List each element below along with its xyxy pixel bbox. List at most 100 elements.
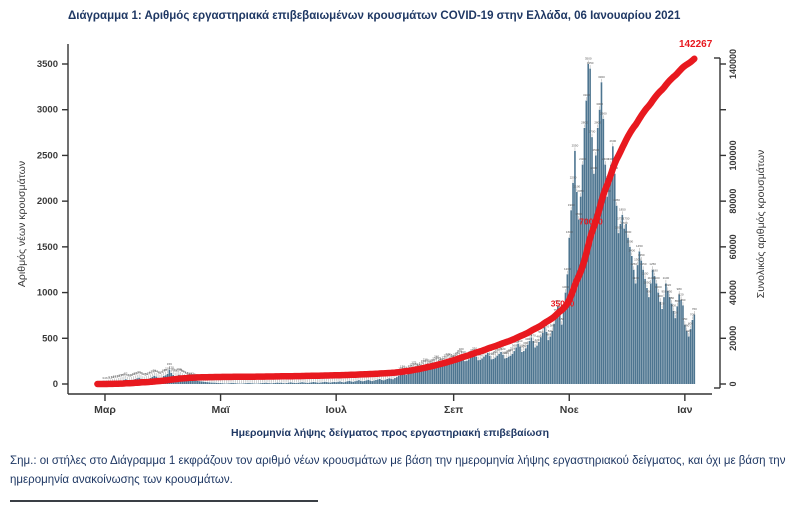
svg-text:2200: 2200 — [570, 175, 577, 179]
svg-text:85: 85 — [173, 369, 177, 373]
svg-text:80: 80 — [181, 369, 185, 373]
svg-text:720: 720 — [673, 311, 678, 315]
svg-text:Ιουλ: Ιουλ — [326, 404, 347, 416]
svg-text:156: 156 — [167, 362, 172, 366]
svg-text:520: 520 — [686, 329, 691, 333]
svg-text:410: 410 — [517, 339, 522, 343]
svg-text:70: 70 — [156, 370, 160, 374]
footnote-text: Σημ.: οι στήλες στο Διάγραμμα 1 εκφράζου… — [10, 455, 786, 486]
svg-text:48: 48 — [189, 372, 193, 376]
svg-text:Συνολικός αριθμός κρουσμάτων: Συνολικός αριθμός κρουσμάτων — [755, 150, 767, 299]
svg-text:1500: 1500 — [37, 242, 58, 253]
svg-text:110: 110 — [398, 366, 403, 370]
svg-text:280: 280 — [502, 351, 507, 355]
y-axis-left: 0 500 1000 1500 2000 2500 3000 3500 — [37, 44, 69, 394]
svg-text:320: 320 — [500, 347, 505, 351]
svg-text:55: 55 — [134, 371, 138, 375]
svg-text:310: 310 — [495, 348, 500, 352]
svg-text:285: 285 — [504, 350, 509, 354]
svg-text:6: 6 — [106, 376, 108, 380]
svg-text:135: 135 — [408, 364, 413, 368]
svg-text:330: 330 — [497, 346, 502, 350]
svg-text:350: 350 — [519, 345, 524, 349]
svg-text:1100: 1100 — [632, 276, 639, 280]
svg-text:1100: 1100 — [653, 276, 660, 280]
svg-text:60000: 60000 — [728, 234, 738, 259]
svg-text:155: 155 — [409, 362, 414, 366]
svg-text:70: 70 — [183, 370, 187, 374]
svg-text:255: 255 — [447, 353, 452, 357]
svg-text:69: 69 — [137, 370, 141, 374]
svg-text:120: 120 — [402, 366, 407, 370]
svg-text:1350: 1350 — [638, 253, 645, 257]
svg-text:62: 62 — [158, 371, 162, 375]
svg-text:33: 33 — [118, 373, 122, 377]
svg-text:2400: 2400 — [602, 157, 609, 161]
svg-text:1300: 1300 — [634, 258, 641, 262]
svg-text:35000: 35000 — [551, 298, 575, 308]
svg-text:480: 480 — [546, 333, 551, 337]
svg-text:220: 220 — [432, 356, 437, 360]
svg-text:47: 47 — [141, 372, 145, 376]
svg-text:3100: 3100 — [583, 93, 590, 97]
svg-text:2700: 2700 — [589, 130, 596, 134]
svg-text:4: 4 — [104, 376, 106, 380]
svg-text:2300: 2300 — [591, 166, 598, 170]
svg-text:1050: 1050 — [644, 281, 651, 285]
svg-text:170: 170 — [419, 361, 424, 365]
svg-text:1180: 1180 — [651, 269, 658, 273]
svg-text:700: 700 — [690, 313, 695, 317]
svg-text:41: 41 — [126, 373, 130, 377]
svg-text:90: 90 — [153, 368, 157, 372]
svg-text:110: 110 — [165, 366, 170, 370]
svg-text:400: 400 — [533, 340, 538, 344]
svg-text:2600: 2600 — [609, 139, 616, 143]
svg-text:1200: 1200 — [564, 267, 571, 271]
svg-text:780: 780 — [557, 305, 562, 309]
svg-text:300: 300 — [457, 349, 462, 353]
svg-text:18: 18 — [111, 375, 115, 379]
svg-text:1450: 1450 — [636, 244, 643, 248]
svg-text:35: 35 — [128, 373, 132, 377]
svg-text:300: 300 — [506, 349, 511, 353]
svg-text:950: 950 — [667, 290, 672, 294]
svg-text:860: 860 — [680, 298, 685, 302]
svg-text:880: 880 — [669, 296, 674, 300]
svg-text:850: 850 — [555, 299, 560, 303]
svg-text:1900: 1900 — [568, 203, 575, 207]
svg-text:2500: 2500 — [37, 150, 58, 161]
svg-text:50: 50 — [145, 372, 149, 376]
svg-text:270: 270 — [489, 352, 494, 356]
svg-text:570: 570 — [544, 324, 549, 328]
svg-text:270: 270 — [445, 352, 450, 356]
svg-text:420: 420 — [535, 338, 540, 342]
svg-text:20000: 20000 — [728, 326, 738, 351]
svg-text:245: 245 — [451, 354, 456, 358]
svg-text:66: 66 — [149, 370, 153, 374]
svg-text:62: 62 — [185, 371, 189, 375]
svg-text:3300: 3300 — [598, 75, 605, 79]
svg-text:1500: 1500 — [627, 239, 634, 243]
chart-title: Διάγραμμα 1: Αριθμός εργαστηριακά επιβεβ… — [68, 10, 681, 22]
svg-text:920: 920 — [679, 292, 684, 296]
svg-text:140: 140 — [415, 364, 420, 368]
bars-group — [96, 64, 696, 385]
svg-text:430: 430 — [525, 337, 530, 341]
svg-text:90: 90 — [175, 368, 179, 372]
svg-text:360: 360 — [512, 344, 517, 348]
svg-text:235: 235 — [449, 355, 454, 359]
svg-text:210: 210 — [423, 357, 428, 361]
svg-text:3: 3 — [102, 376, 104, 380]
svg-text:2400: 2400 — [579, 157, 586, 161]
svg-text:102: 102 — [176, 367, 181, 371]
footnote-divider — [10, 500, 318, 502]
svg-text:175: 175 — [411, 361, 416, 365]
svg-text:71: 71 — [160, 370, 164, 374]
svg-text:12: 12 — [109, 375, 113, 379]
svg-text:580: 580 — [550, 323, 555, 327]
svg-text:225: 225 — [436, 356, 441, 360]
svg-text:120: 120 — [169, 366, 174, 370]
svg-text:52: 52 — [190, 372, 194, 376]
svg-text:510: 510 — [538, 330, 543, 334]
